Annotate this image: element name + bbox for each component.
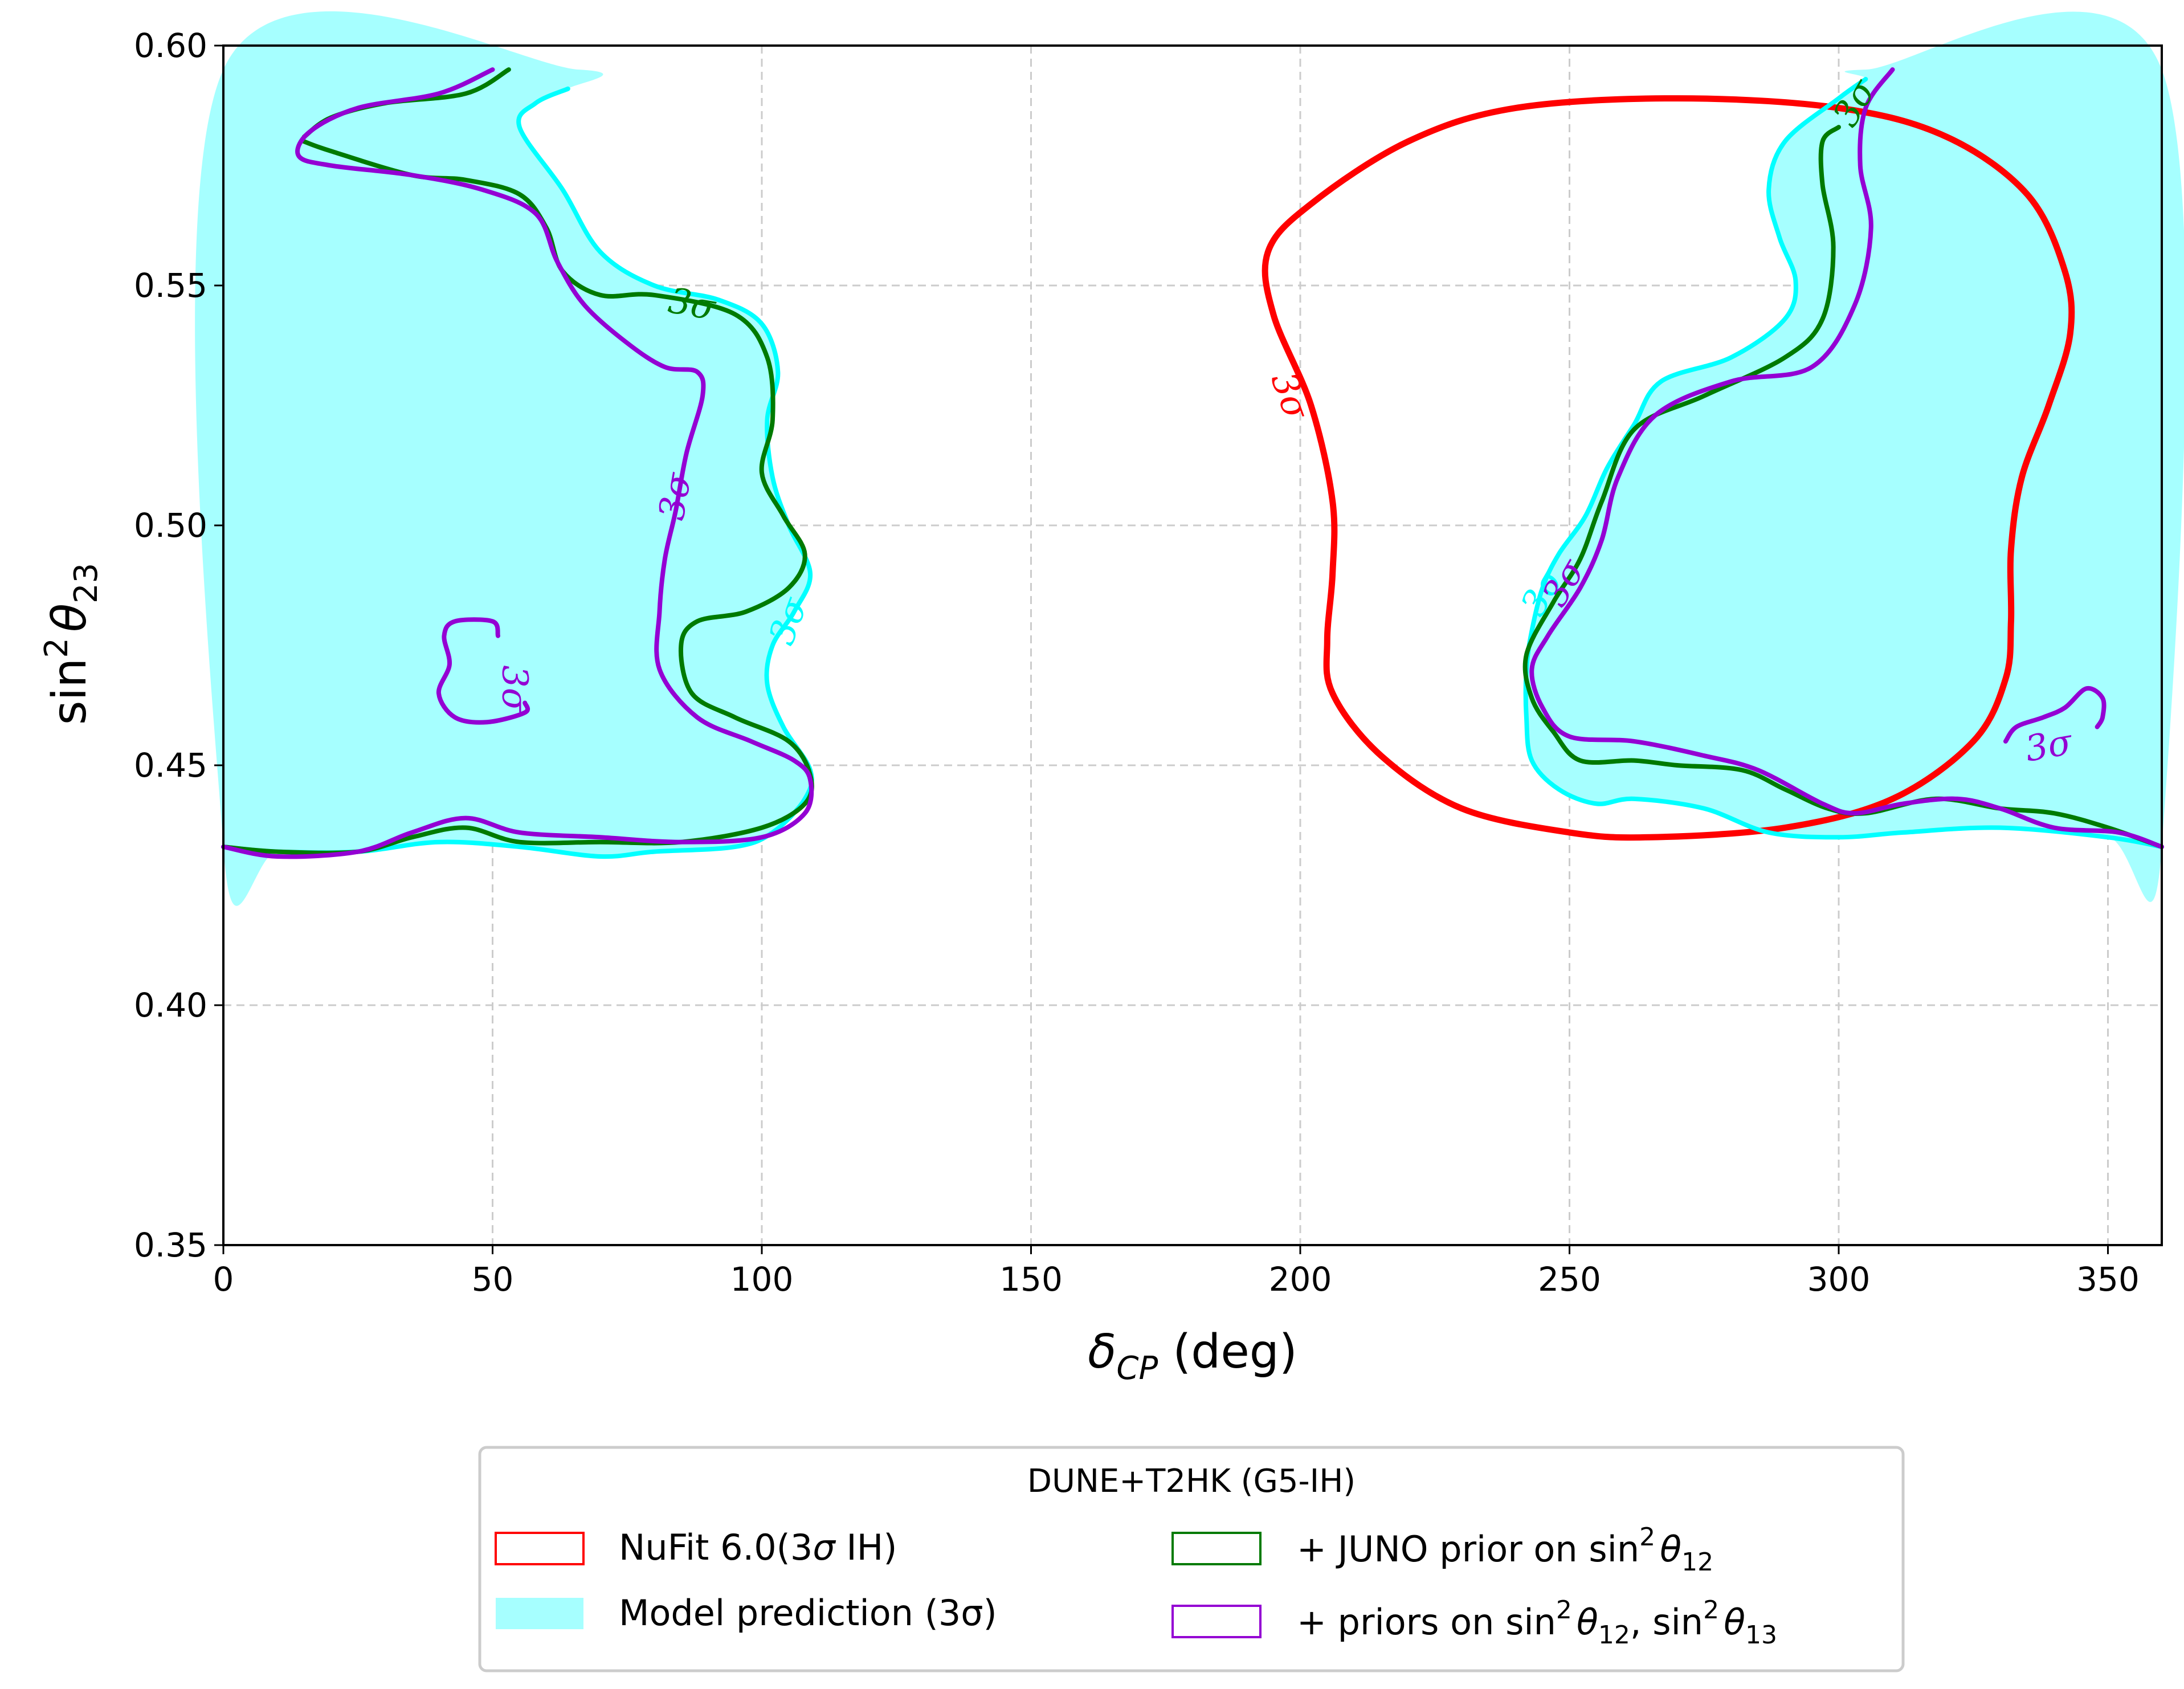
model-prediction-contour-fill: [195, 11, 812, 906]
x-tick-label: 50: [472, 1260, 514, 1299]
y-tick-label: 0.35: [134, 1226, 207, 1264]
plot-frame: [222, 44, 2163, 1246]
contour-label-priors-left: 3σ: [650, 469, 699, 523]
priors-contour: [2003, 686, 2107, 744]
x-tick-label: 100: [730, 1260, 794, 1299]
y-axis-label: sin2θ23: [38, 563, 105, 725]
model-prediction-contour: [221, 86, 814, 859]
nufit-contour: [1262, 95, 2075, 841]
legend-swatch-juno: [1171, 1532, 1262, 1565]
legend-box: [478, 1446, 1905, 1672]
y-tick-label: 0.45: [134, 746, 207, 785]
axis-ticks: 0 50 100 150 200 250 300 350 0.35 0.40 0.45 0.50 0.5…: [134, 26, 2140, 1299]
legend-label-priors: + priors on sin2 θ12, sin2 θ13: [1297, 1596, 1777, 1650]
y-tick-label: 0.40: [134, 986, 207, 1025]
priors-contour: [1529, 67, 2164, 850]
x-tick-label: 250: [1538, 1260, 1601, 1299]
legend-label-nufit: NuFit 6.0(3σ IH): [619, 1527, 897, 1568]
legend-swatch-nufit: [495, 1532, 585, 1565]
x-tick-label: 350: [2076, 1260, 2140, 1299]
y-tick-label: 0.60: [134, 26, 207, 65]
x-axis-label: δCP (deg): [1088, 1325, 1297, 1387]
contour-label-priors-right-island: 3σ: [2022, 721, 2076, 770]
model-prediction-contour-fill: [1525, 11, 2184, 902]
legend-title: DUNE+T2HK (G5-IH): [1027, 1463, 1356, 1500]
x-tick-label: 200: [1269, 1260, 1332, 1299]
priors-contour: [436, 617, 530, 725]
x-tick-label: 0: [213, 1260, 234, 1299]
legend-label-juno: + JUNO prior on sin2 θ12: [1297, 1523, 1713, 1577]
legend-label-model: Model prediction (3σ): [619, 1592, 997, 1634]
x-tick-label: 150: [999, 1260, 1063, 1299]
contour-lines: [221, 67, 2164, 859]
contour-label-juno-left: 3σ: [666, 279, 720, 328]
priors-contour: [221, 67, 814, 859]
model-prediction-contour: [1523, 76, 2164, 850]
contour-label-nufit: 3σ: [1263, 366, 1318, 425]
legend-swatch-priors: [1171, 1605, 1262, 1638]
y-tick-label: 0.50: [134, 506, 207, 545]
x-tick-label: 300: [1807, 1260, 1871, 1299]
legend: DUNE+T2HK (G5-IH) NuFit 6.0(3σ IH) Model…: [478, 1446, 1905, 1672]
y-tick-label: 0.55: [134, 266, 207, 305]
model-prediction-fill: [195, 11, 2184, 906]
contour-label-priors-island: 3σ: [494, 665, 536, 712]
legend-swatch-model: [496, 1598, 583, 1629]
